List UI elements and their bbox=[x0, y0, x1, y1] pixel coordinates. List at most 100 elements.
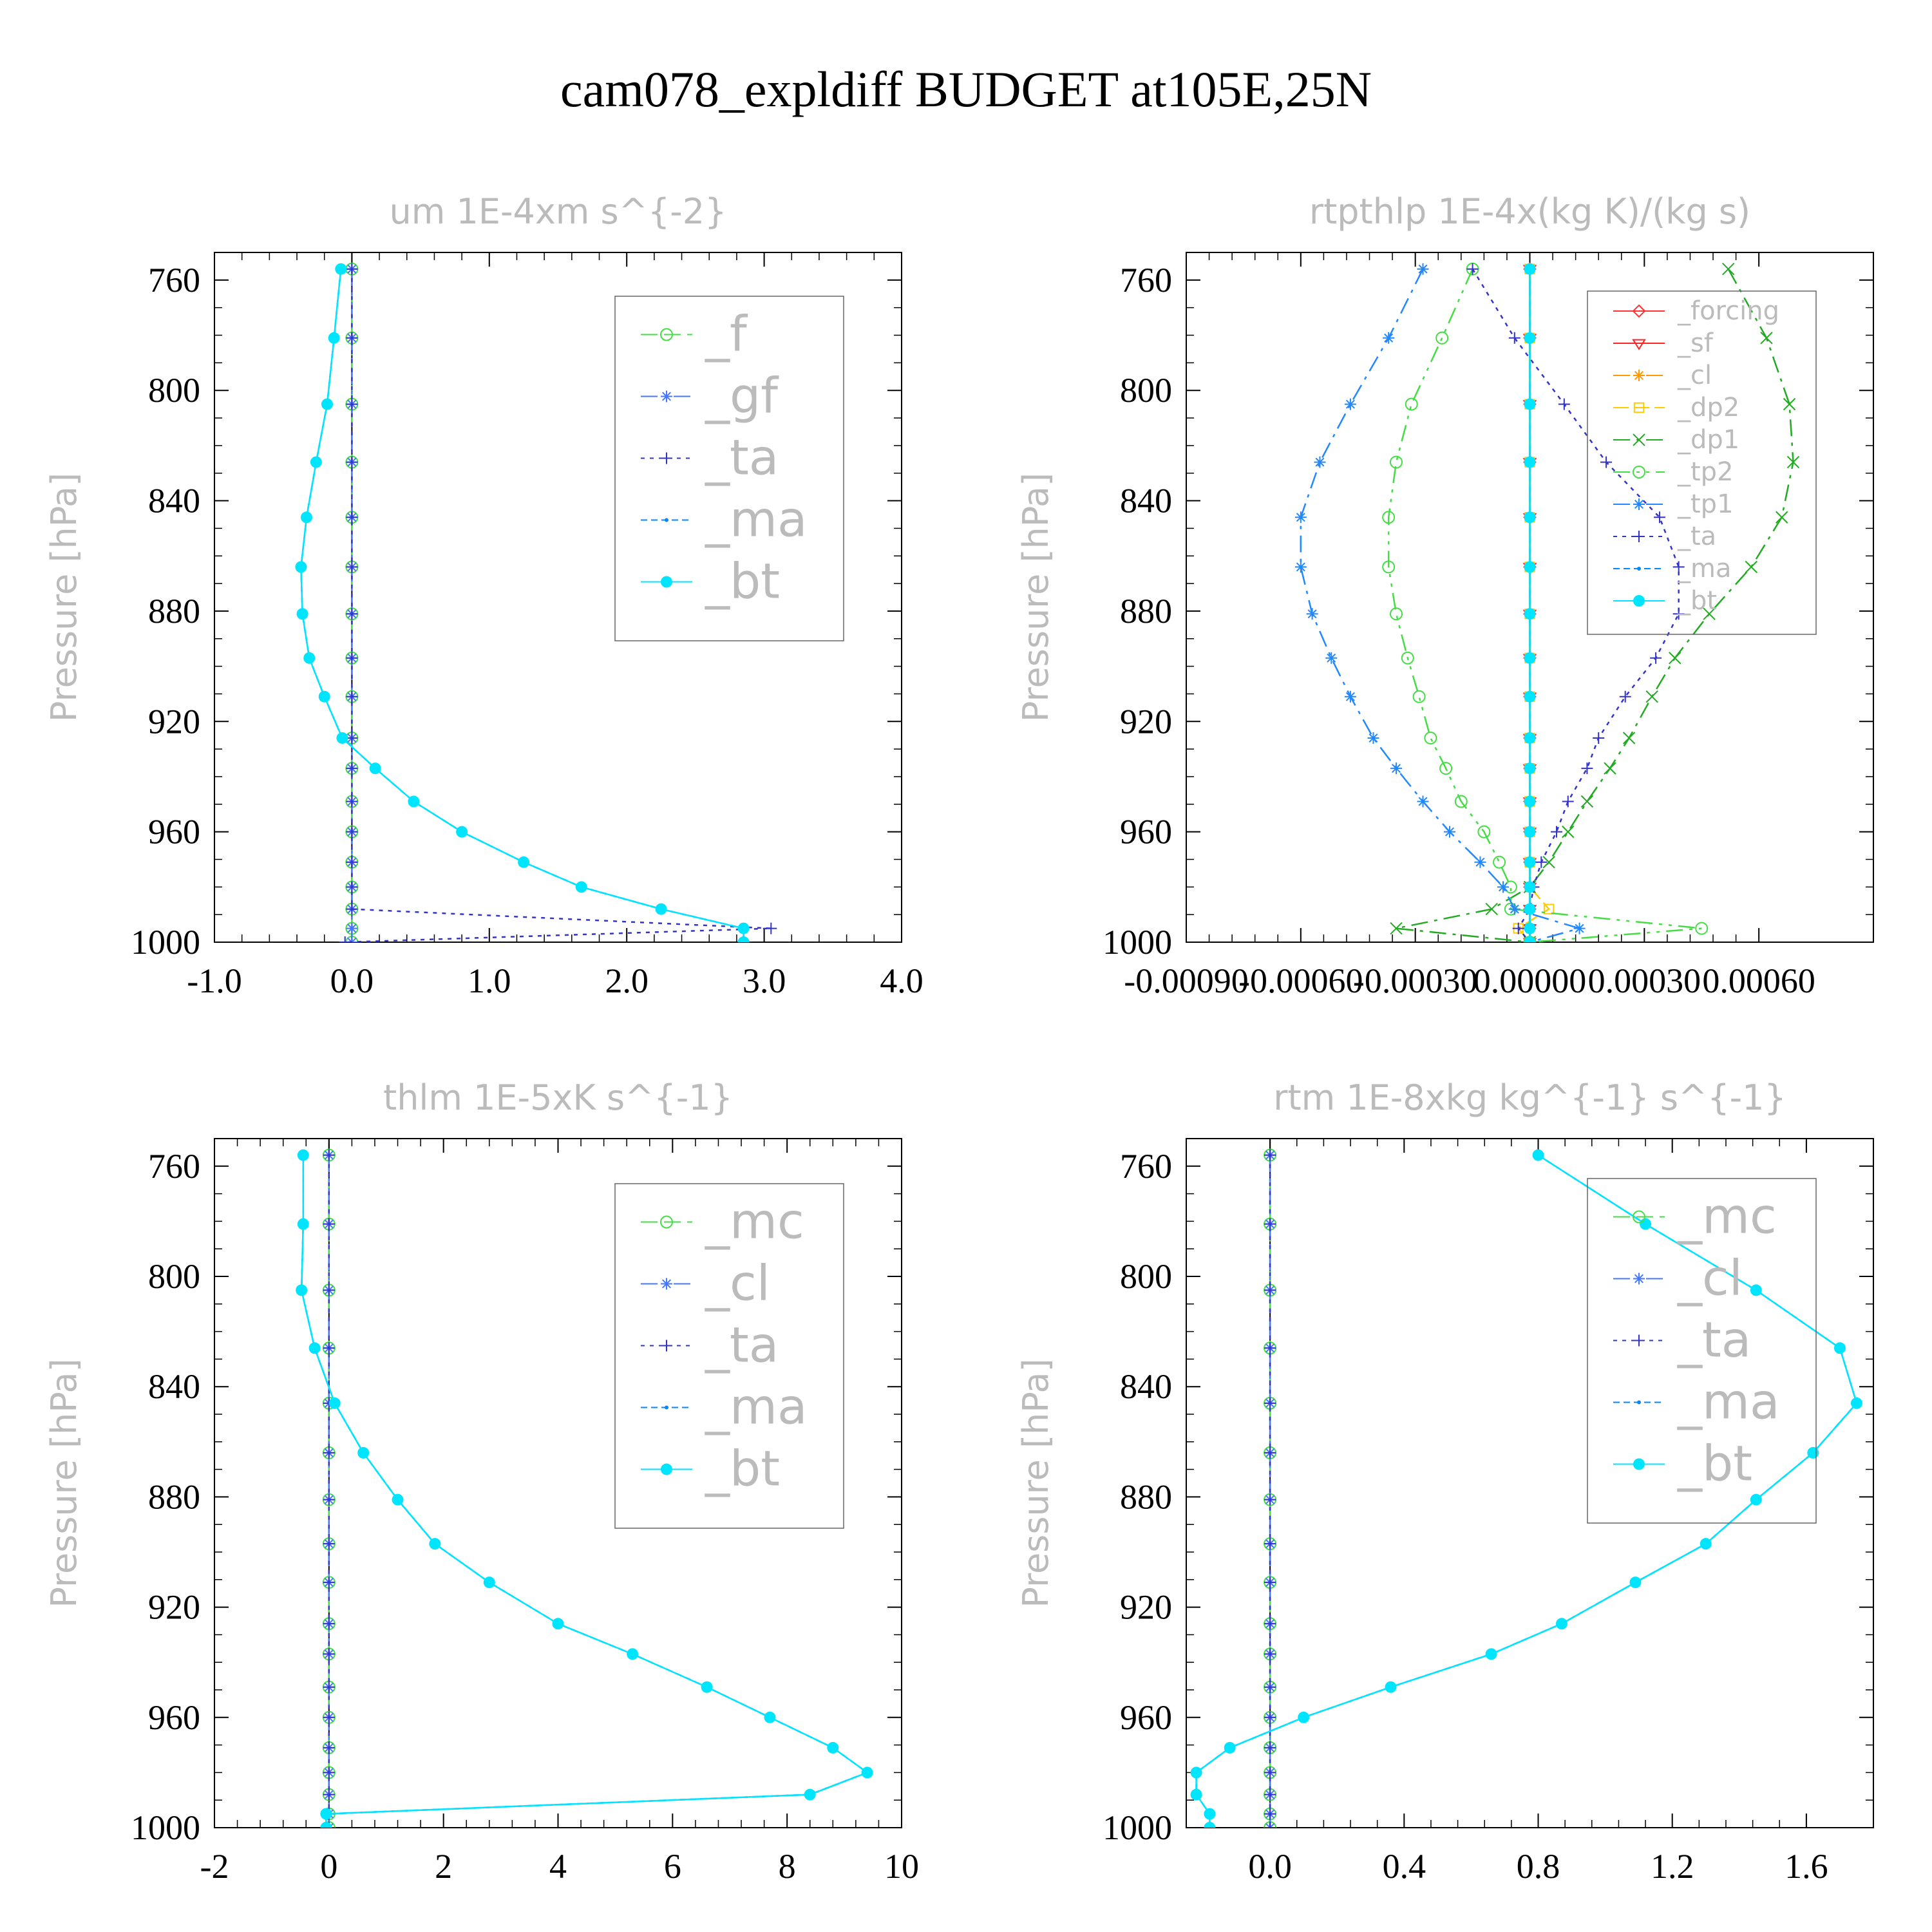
data-point bbox=[297, 1218, 309, 1230]
data-point bbox=[861, 1766, 873, 1779]
y-tick-label: 840 bbox=[148, 482, 200, 520]
legend-label: _ta bbox=[1677, 522, 1716, 551]
data-point bbox=[1314, 456, 1326, 468]
legend-item: _gf bbox=[641, 367, 779, 424]
series-dp1 bbox=[1390, 262, 1800, 942]
x-tick-label: 1.6 bbox=[1785, 1847, 1828, 1886]
data-point bbox=[1524, 903, 1536, 915]
series-line bbox=[1387, 269, 1702, 942]
data-point bbox=[1562, 795, 1574, 808]
legend-marker bbox=[1633, 531, 1645, 542]
legend-label: _cl bbox=[1677, 1249, 1743, 1307]
data-point bbox=[1524, 652, 1536, 664]
data-point bbox=[346, 398, 358, 410]
data-point bbox=[392, 1493, 404, 1506]
legend-item: _tp1 bbox=[1613, 489, 1734, 519]
legend-marker bbox=[660, 1215, 673, 1229]
data-point bbox=[1524, 690, 1536, 703]
data-point bbox=[295, 561, 307, 573]
legend-marker bbox=[1633, 466, 1645, 478]
x-tick-label: 4.0 bbox=[880, 961, 923, 1000]
data-point bbox=[1672, 561, 1685, 573]
legend-item: _ta bbox=[1613, 1311, 1751, 1368]
data-point bbox=[1750, 1493, 1762, 1506]
y-tick-label: 800 bbox=[148, 1257, 200, 1296]
data-point bbox=[1264, 1766, 1276, 1779]
legend-label: _ma bbox=[1677, 554, 1731, 583]
data-point bbox=[1390, 922, 1403, 935]
data-point bbox=[1424, 731, 1437, 744]
data-point bbox=[575, 881, 587, 893]
legend-item: _cl bbox=[641, 1255, 770, 1312]
data-point bbox=[1745, 560, 1758, 574]
legend-label: _ta bbox=[705, 1316, 779, 1374]
data-point bbox=[1850, 1397, 1862, 1409]
data-point bbox=[318, 690, 330, 703]
data-point bbox=[1524, 511, 1536, 524]
legend-marker bbox=[1633, 370, 1645, 381]
x-tick-label: -0.00090 bbox=[1124, 961, 1248, 1000]
data-point bbox=[335, 263, 347, 275]
data-point bbox=[1555, 1618, 1567, 1630]
data-point bbox=[1204, 1822, 1216, 1828]
legend-label: _sf bbox=[1677, 328, 1714, 358]
data-point bbox=[323, 1681, 335, 1693]
plot-frame bbox=[214, 252, 902, 943]
data-point bbox=[1562, 825, 1575, 838]
legend-marker bbox=[1633, 595, 1645, 607]
series-line bbox=[1300, 269, 1583, 942]
legend-marker bbox=[1633, 1334, 1645, 1347]
legend: _mc_cl_ta_ma_bt bbox=[1587, 1178, 1817, 1524]
legend-item: _dp1 bbox=[1613, 425, 1739, 455]
y-tick-label: 920 bbox=[148, 1588, 200, 1627]
data-point bbox=[346, 826, 358, 838]
data-point bbox=[1264, 1808, 1276, 1820]
data-point bbox=[1439, 762, 1453, 775]
data-point bbox=[1298, 1711, 1310, 1723]
data-point bbox=[1344, 398, 1356, 410]
y-tick-label: 760 bbox=[1120, 1147, 1172, 1186]
y-tick-label: 880 bbox=[1120, 1477, 1172, 1516]
data-point bbox=[346, 762, 358, 775]
legend-marker bbox=[661, 1340, 672, 1352]
data-point bbox=[1524, 456, 1536, 468]
legend-item: _ta bbox=[641, 1316, 779, 1374]
y-tick-label: 840 bbox=[148, 1367, 200, 1406]
data-point bbox=[1264, 1711, 1276, 1723]
data-point bbox=[1524, 398, 1536, 410]
data-point bbox=[1524, 856, 1536, 868]
data-point bbox=[1477, 825, 1491, 838]
y-tick-label: 920 bbox=[1120, 702, 1172, 741]
legend-item: _ma bbox=[1613, 554, 1731, 583]
data-point bbox=[1645, 690, 1658, 703]
data-point bbox=[296, 1284, 308, 1296]
data-point bbox=[346, 652, 358, 664]
data-point bbox=[1493, 855, 1506, 869]
series-ta bbox=[1264, 1149, 1276, 1828]
legend-box bbox=[614, 296, 844, 641]
legend-label: _gf bbox=[705, 367, 779, 424]
legend-marker bbox=[1633, 1210, 1645, 1224]
legend-label: _ta bbox=[1677, 1311, 1751, 1368]
legend-marker bbox=[660, 328, 673, 341]
series-line bbox=[300, 269, 744, 942]
data-point bbox=[339, 936, 351, 942]
data-point bbox=[456, 826, 468, 838]
y-tick-label: 1000 bbox=[131, 1808, 200, 1847]
data-point bbox=[1524, 332, 1536, 344]
data-point bbox=[701, 1681, 713, 1693]
data-point bbox=[1417, 263, 1429, 275]
panel-title: rtm 1E-8xkg kg^{-1} s^{-1} bbox=[1273, 1077, 1786, 1118]
series-line bbox=[1195, 1154, 1858, 1828]
data-point bbox=[1264, 1788, 1276, 1801]
data-point bbox=[1524, 561, 1536, 573]
data-point bbox=[1264, 1284, 1276, 1296]
legend-box bbox=[1587, 1178, 1817, 1524]
data-point bbox=[323, 1342, 335, 1354]
data-point bbox=[1264, 1577, 1276, 1589]
legend-item: _sf bbox=[1613, 328, 1714, 358]
legend-marker bbox=[665, 518, 668, 522]
legend-item: _ma bbox=[641, 1378, 808, 1435]
series-line bbox=[345, 269, 772, 942]
